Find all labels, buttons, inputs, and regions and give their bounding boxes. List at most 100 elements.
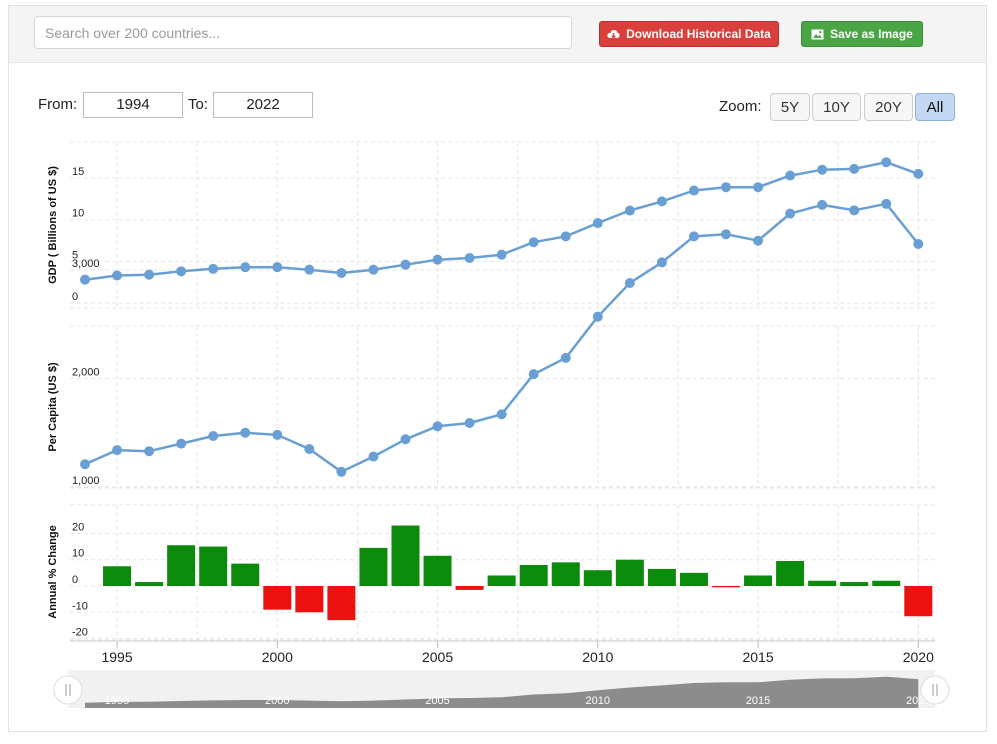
x-tick-label: 2010 (582, 649, 613, 665)
y-tick-label: 10 (72, 548, 84, 560)
data-point (240, 262, 251, 273)
data-point (400, 434, 411, 445)
to-year-input[interactable]: 2022 (213, 92, 313, 118)
download-button-label: Download Historical Data (626, 27, 771, 41)
series-line (84, 202, 920, 474)
from-label: From: (38, 96, 78, 113)
bar (199, 546, 228, 586)
from-year-input[interactable]: 1994 (83, 92, 183, 118)
bar (231, 563, 260, 586)
download-historical-data-button[interactable]: Download Historical Data (599, 21, 779, 47)
bar (808, 580, 837, 586)
navigator-label: 2010 (586, 695, 610, 707)
bar (840, 582, 869, 586)
y-tick-label: 15 (72, 166, 84, 178)
data-point (528, 369, 539, 380)
data-point (688, 231, 699, 242)
zoom-5y-button[interactable]: 5Y (770, 93, 810, 121)
y-tick-label: 10 (72, 208, 84, 220)
data-point (624, 278, 635, 289)
x-tick-label: 2005 (422, 649, 453, 665)
bar (551, 562, 580, 586)
bar (103, 566, 132, 586)
y-axis-label: Per Capita (US $) (47, 362, 59, 452)
data-point (272, 262, 283, 273)
navigator-label: 2015 (746, 695, 770, 707)
data-point (721, 182, 731, 193)
data-point (336, 466, 347, 477)
y-tick-label: 0 (72, 574, 78, 586)
bar (583, 570, 612, 586)
data-point (304, 444, 315, 455)
data-point (881, 157, 892, 168)
bar (263, 586, 292, 610)
data-point (721, 229, 731, 240)
data-point (208, 431, 219, 442)
y-tick-label: 0 (72, 291, 78, 303)
save-button-label: Save as Image (830, 27, 913, 41)
zoom-10y-button[interactable]: 10Y (812, 93, 861, 121)
bar (519, 564, 548, 586)
data-point (785, 170, 796, 181)
navigator-area (85, 676, 919, 708)
data-point (560, 231, 571, 242)
data-point (753, 235, 764, 246)
chart-card (8, 5, 987, 732)
data-point (913, 238, 924, 249)
data-point (496, 409, 507, 420)
bar (135, 582, 164, 586)
bar (776, 561, 805, 586)
data-point (913, 168, 924, 179)
y-tick-label: 1,000 (72, 475, 100, 487)
to-label: To: (188, 96, 209, 113)
zoom-20y-button[interactable]: 20Y (864, 93, 913, 121)
bar (391, 525, 420, 586)
y-tick-label: 5 (72, 249, 78, 261)
x-tick-label: 2000 (262, 649, 293, 665)
bar (647, 568, 676, 586)
data-point (656, 196, 667, 207)
bar (712, 586, 740, 588)
navigator-label: 2000 (265, 695, 289, 707)
data-point (496, 249, 507, 260)
data-point (881, 198, 892, 209)
y-tick-label: 3,000 (72, 258, 100, 270)
cloud-download-icon (607, 29, 620, 40)
navigator-left-handle[interactable] (53, 675, 83, 705)
data-point (272, 429, 283, 440)
x-tick-label: 2015 (742, 649, 773, 665)
bar (872, 580, 901, 586)
y-tick-label: -20 (72, 627, 88, 639)
search-input[interactable] (34, 16, 572, 49)
bar (359, 547, 388, 586)
data-point (336, 268, 347, 279)
bar (615, 559, 644, 586)
data-point (753, 182, 764, 193)
bar (327, 586, 356, 621)
bar (455, 586, 484, 590)
data-point (817, 164, 828, 175)
data-point (432, 254, 443, 265)
navigator-label: 2005 (425, 695, 449, 707)
y-tick-label: 2,000 (72, 367, 100, 379)
zoom-all-button[interactable]: All (915, 93, 955, 121)
save-as-image-button[interactable]: Save as Image (801, 21, 923, 47)
data-point (464, 253, 475, 264)
data-point (80, 274, 90, 285)
navigator-right-handle[interactable] (920, 675, 950, 705)
x-tick-label: 2020 (903, 649, 934, 665)
y-axis-label: Annual % Change (47, 525, 59, 619)
data-point (240, 427, 251, 438)
data-point (112, 445, 123, 456)
data-point (464, 417, 475, 428)
data-point (400, 259, 411, 270)
data-point (144, 446, 155, 457)
bar (295, 586, 324, 613)
x-tick-label: 1995 (101, 649, 132, 665)
data-point (560, 352, 571, 363)
data-point (368, 264, 379, 275)
bar (904, 586, 933, 617)
data-point (656, 257, 667, 268)
data-point (528, 237, 539, 248)
